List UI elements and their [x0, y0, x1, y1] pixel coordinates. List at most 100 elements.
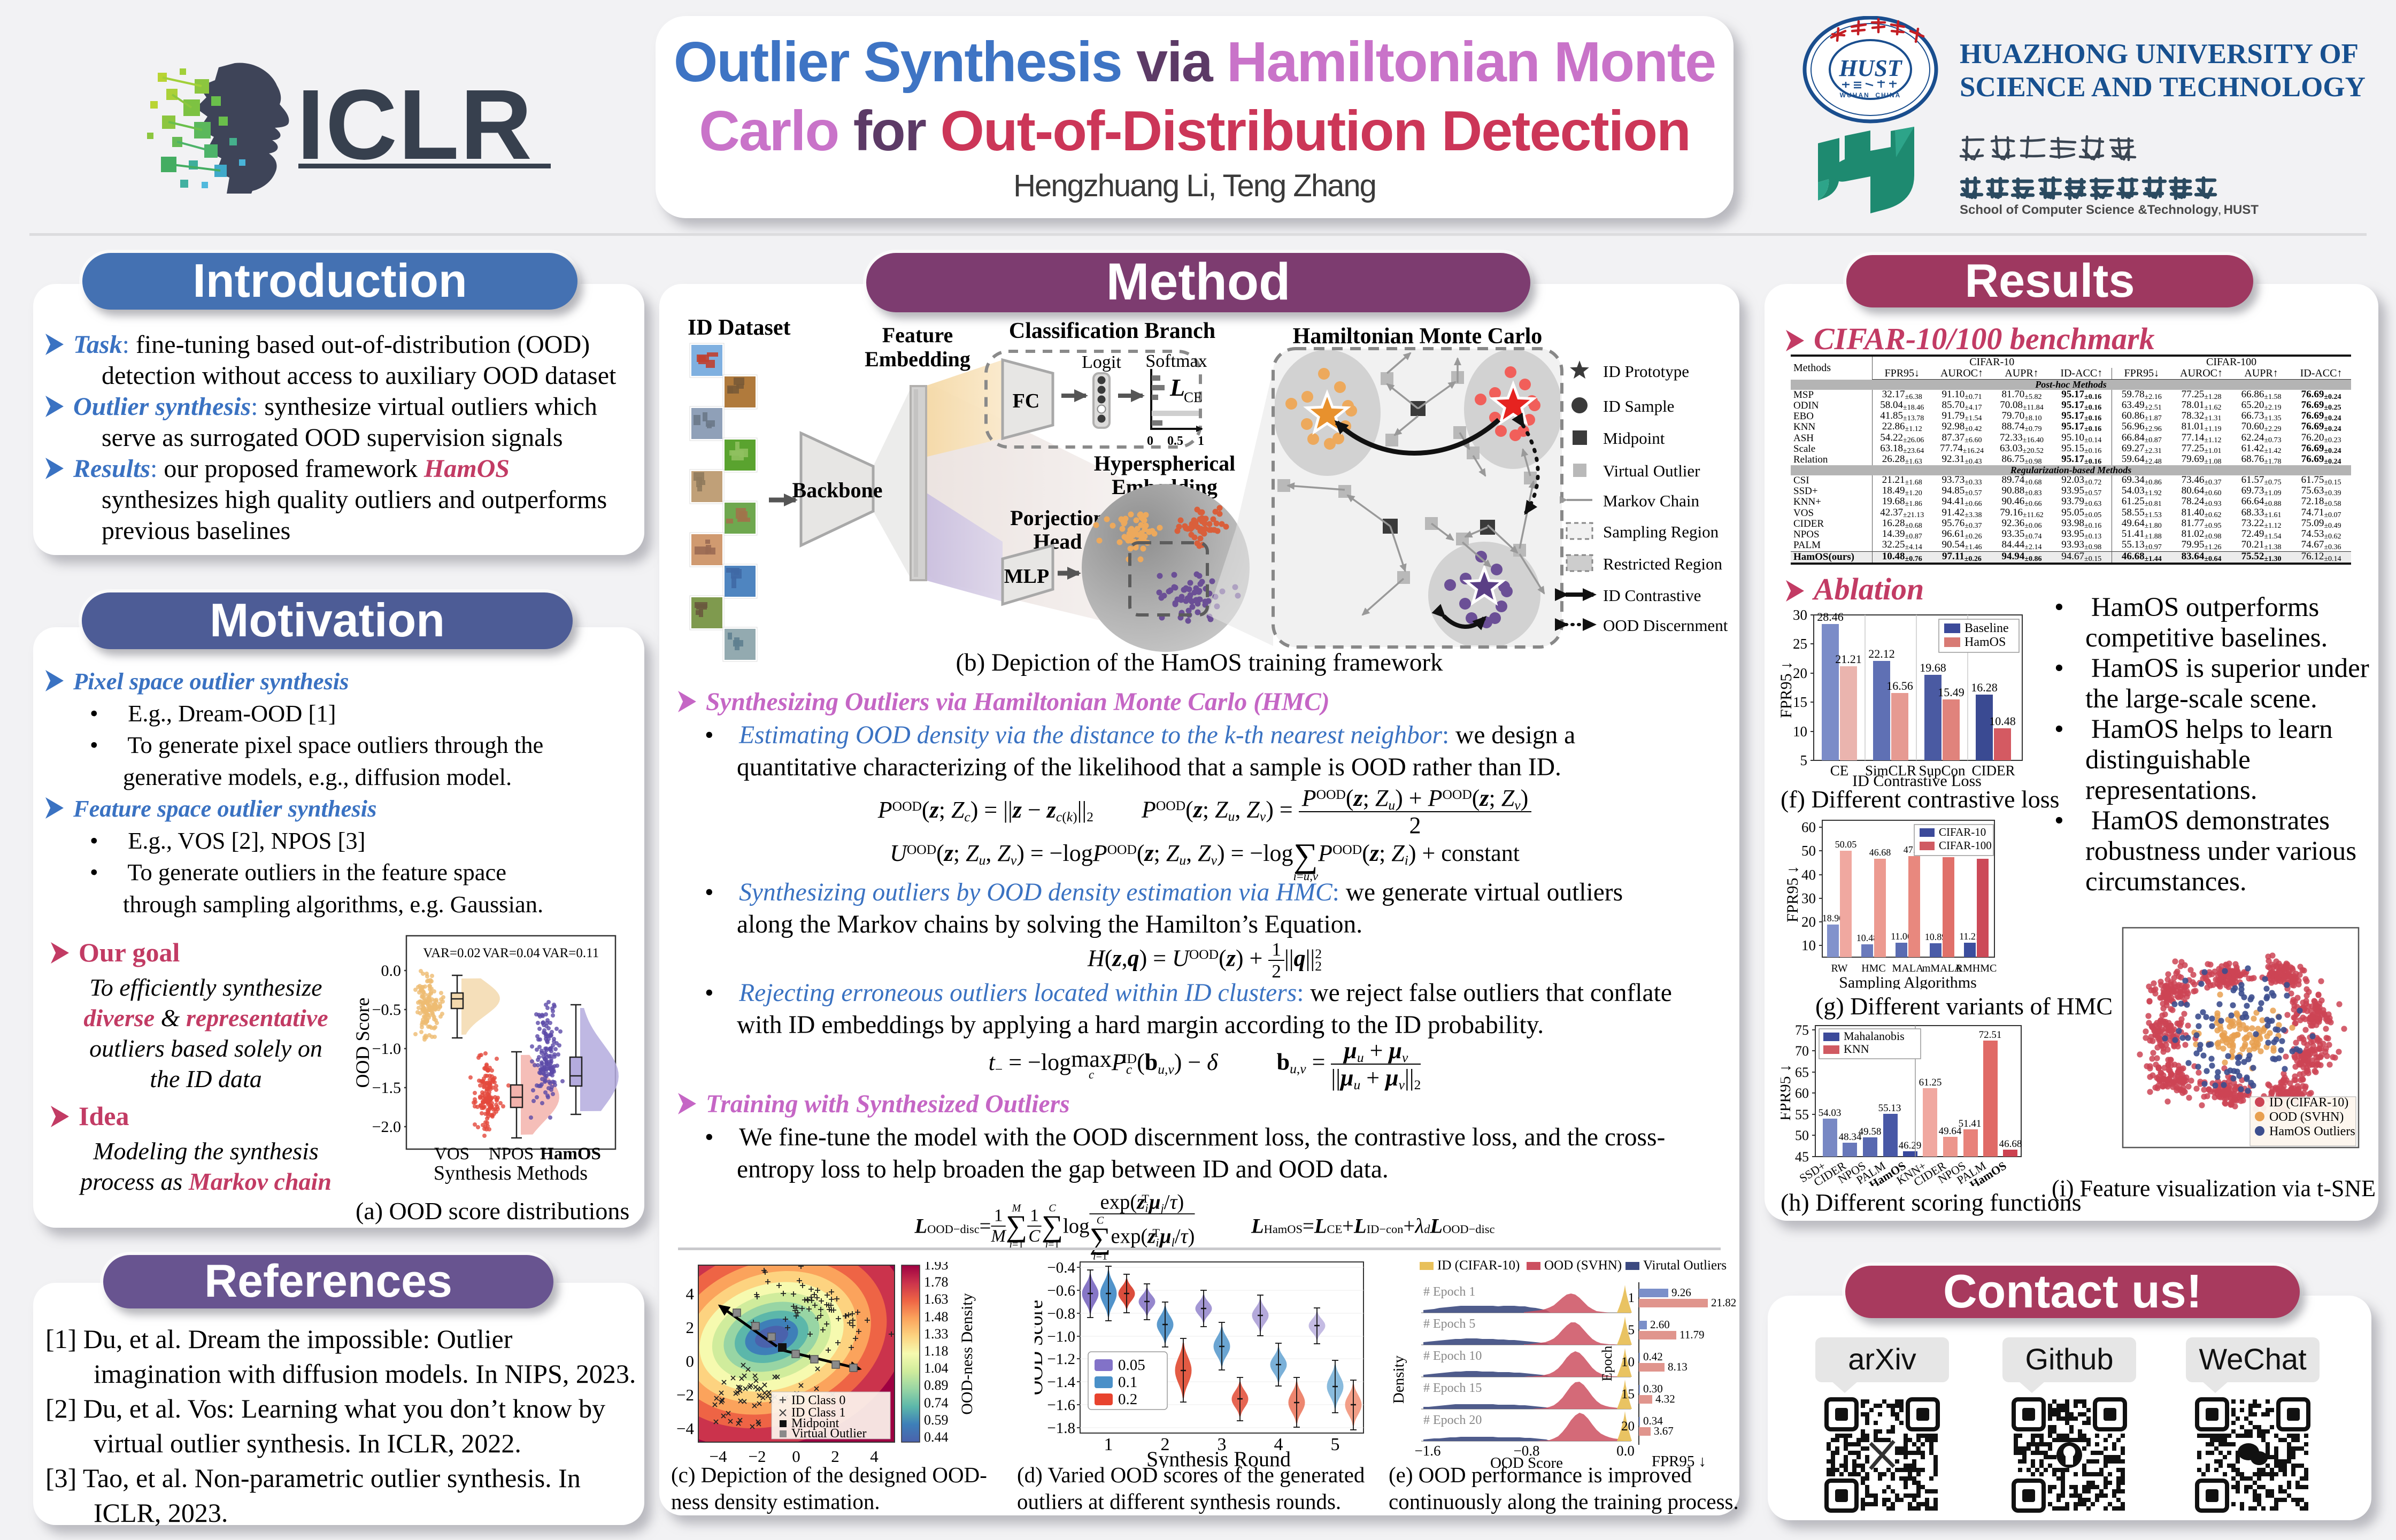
svg-text:1.18: 1.18 [924, 1343, 949, 1359]
svg-text:Restricted Region: Restricted Region [1603, 555, 1722, 573]
svg-text:1.33: 1.33 [924, 1326, 949, 1342]
svg-text:Classification Branch: Classification Branch [1009, 319, 1215, 343]
svg-text:45: 45 [1795, 1149, 1809, 1165]
svg-text:21.82: 21.82 [1711, 1296, 1736, 1309]
svg-text:0: 0 [686, 1352, 695, 1370]
svg-text:−1.0: −1.0 [1047, 1328, 1075, 1345]
svg-text:2: 2 [831, 1447, 839, 1466]
svg-text:1: 1 [1198, 434, 1204, 448]
svg-text:46.68: 46.68 [1999, 1138, 2022, 1150]
svg-text:1: 1 [1628, 1291, 1635, 1305]
svg-text:# Epoch 5: # Epoch 5 [1423, 1317, 1475, 1331]
svg-text:−4: −4 [710, 1447, 727, 1466]
svg-text:0: 0 [792, 1447, 800, 1466]
svg-text:50.05: 50.05 [1835, 839, 1857, 850]
svg-text:1: 1 [1104, 1435, 1113, 1454]
svg-text:Logit: Logit [1082, 352, 1121, 372]
svg-text:−0.5: −0.5 [372, 1001, 401, 1019]
svg-text:3: 3 [1218, 1435, 1227, 1454]
svg-text:Synthesis Round: Synthesis Round [1146, 1447, 1291, 1468]
svg-text:SimCLR: SimCLR [1865, 763, 1916, 779]
svg-text:0.2: 0.2 [1118, 1391, 1137, 1408]
svg-text:VAR=0.11: VAR=0.11 [542, 946, 599, 960]
svg-text:65: 65 [1795, 1065, 1809, 1080]
svg-text:1.93: 1.93 [924, 1262, 949, 1273]
svg-text:Github: Github [2025, 1342, 2114, 1376]
svg-text:FPR95 ↓: FPR95 ↓ [1781, 1064, 1794, 1121]
svg-text:NPOS: NPOS [489, 1144, 534, 1164]
svg-text:mMALA: mMALA [1922, 962, 1962, 974]
svg-text:0.5: 0.5 [1167, 434, 1183, 448]
svg-text:−1.4: −1.4 [1047, 1374, 1075, 1391]
svg-text:# Epoch 20: # Epoch 20 [1423, 1413, 1482, 1427]
svg-text:30: 30 [1801, 890, 1816, 906]
svg-text:ID Contrastive Loss: ID Contrastive Loss [1852, 772, 1982, 786]
svg-text:46.29: 46.29 [1899, 1140, 1922, 1151]
svg-text:HamOS: HamOS [1964, 635, 2006, 649]
svg-text:Feature: Feature [882, 323, 953, 347]
svg-text:OOD Score: OOD Score [1035, 1300, 1047, 1395]
svg-text:ID Dataset: ID Dataset [688, 315, 790, 340]
svg-text:0.59: 0.59 [924, 1412, 949, 1428]
svg-text:0.05: 0.05 [1118, 1357, 1145, 1374]
svg-text:ID (CIFAR-10): ID (CIFAR-10) [1437, 1258, 1520, 1273]
svg-text:4: 4 [686, 1284, 695, 1303]
svg-text:5: 5 [1800, 752, 1808, 768]
svg-text:# Epoch 10: # Epoch 10 [1423, 1349, 1482, 1363]
svg-text:Hyperspherical: Hyperspherical [1094, 451, 1235, 475]
svg-text:HUST: HUST [1838, 55, 1902, 81]
svg-text:1.04: 1.04 [924, 1360, 949, 1376]
svg-text:55.13: 55.13 [1878, 1103, 1901, 1114]
svg-text:10.48: 10.48 [1989, 714, 2016, 728]
svg-text:−0.8: −0.8 [1514, 1443, 1540, 1459]
svg-text:−1.0: −1.0 [372, 1040, 401, 1058]
svg-text:40: 40 [1801, 867, 1816, 883]
svg-text:18.90: 18.90 [1822, 913, 1844, 923]
svg-text:1.63: 1.63 [924, 1291, 949, 1307]
svg-text:RW: RW [1831, 962, 1847, 974]
svg-text:CIDER: CIDER [1972, 763, 2015, 779]
svg-text:2.60: 2.60 [1650, 1318, 1670, 1331]
svg-text:RMHMC: RMHMC [1956, 962, 1997, 974]
svg-text:HamOS Outliers: HamOS Outliers [2269, 1125, 2355, 1138]
svg-text:10.89: 10.89 [1925, 931, 1947, 942]
svg-text:30: 30 [1793, 610, 1807, 623]
svg-text:60: 60 [1795, 1085, 1809, 1101]
svg-text:Baseline: Baseline [1964, 621, 2009, 635]
svg-text:ICLR: ICLR [297, 70, 533, 180]
svg-text:Hamiltonian Monte Carlo: Hamiltonian Monte Carlo [1293, 324, 1543, 349]
svg-text:FPR95 ↓: FPR95 ↓ [1781, 661, 1795, 718]
svg-text:11.79: 11.79 [1679, 1328, 1704, 1341]
svg-text:Porjection: Porjection [1010, 506, 1105, 530]
svg-text:Markov Chain: Markov Chain [1603, 491, 1699, 510]
svg-text:OOD (SVHN): OOD (SVHN) [2269, 1110, 2344, 1124]
svg-text:HamOS: HamOS [540, 1144, 601, 1164]
svg-text:Synthesis Methods: Synthesis Methods [434, 1162, 588, 1184]
svg-text:WUHAN CHINA: WUHAN CHINA [1840, 91, 1901, 99]
svg-text:11.21: 11.21 [1959, 931, 1981, 942]
svg-text:0.74: 0.74 [924, 1395, 949, 1411]
svg-text:L: L [1169, 374, 1185, 401]
svg-text:50: 50 [1795, 1128, 1809, 1143]
svg-text:FPR95 ↓: FPR95 ↓ [1786, 866, 1801, 922]
svg-text:OOD Discernment: OOD Discernment [1603, 616, 1728, 635]
svg-text:−0.4: −0.4 [1047, 1259, 1075, 1276]
svg-text:CE: CE [1184, 389, 1203, 405]
svg-text:VAR=0.02: VAR=0.02 [423, 946, 480, 960]
svg-text:50: 50 [1801, 843, 1816, 859]
svg-text:0.44: 0.44 [924, 1429, 949, 1445]
svg-text:25: 25 [1793, 636, 1807, 652]
svg-text:15: 15 [1793, 694, 1807, 710]
svg-text:28.46: 28.46 [1817, 610, 1844, 623]
svg-text:72.51: 72.51 [1979, 1029, 2002, 1041]
svg-text:MLP: MLP [1004, 565, 1049, 588]
svg-text:10: 10 [1621, 1355, 1635, 1369]
svg-text:15: 15 [1621, 1387, 1635, 1402]
svg-text:0.30: 0.30 [1643, 1382, 1663, 1395]
svg-text:54.03: 54.03 [1819, 1107, 1842, 1119]
svg-text:0.1: 0.1 [1118, 1374, 1137, 1391]
svg-text:−1.5: −1.5 [372, 1079, 401, 1097]
svg-text:# Epoch 15: # Epoch 15 [1423, 1381, 1482, 1395]
svg-text:Mahalanobis: Mahalanobis [1844, 1029, 1905, 1043]
svg-text:Softmax: Softmax [1145, 351, 1207, 371]
